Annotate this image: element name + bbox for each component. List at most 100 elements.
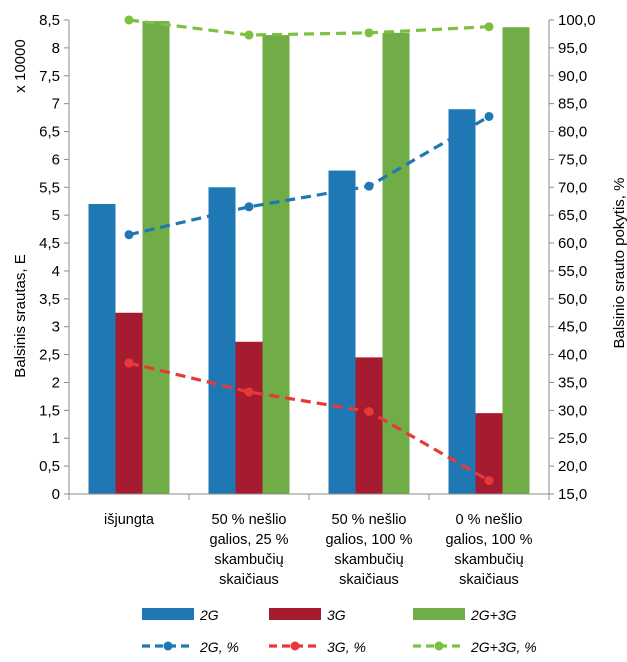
left-tick-label: 8 — [52, 40, 60, 57]
left-tick-label: 1,5 — [39, 402, 60, 419]
line-2g-plus-3g — [128, 18, 490, 37]
legend-label-base: 2G+3G — [470, 639, 517, 655]
category-label: 0 % nešlio galios, 100 % skambučių skaičiau… — [445, 512, 532, 588]
point-3g-2 — [364, 406, 374, 416]
left-tick-label: 3,5 — [39, 291, 60, 308]
right-tick-label: 75,0 — [558, 151, 587, 168]
left-tick-label: 0 — [52, 486, 60, 503]
line-3g — [128, 361, 490, 483]
axes — [68, 20, 550, 500]
left-tick-label: 3 — [52, 319, 60, 336]
bar-2g-2 — [328, 170, 356, 495]
right-tick-label: 65,0 — [558, 207, 587, 224]
legend-swatch — [269, 608, 321, 620]
left-tick-label: 6,5 — [39, 124, 60, 141]
point-2g-0 — [124, 230, 134, 240]
left-tick-label: 4 — [52, 263, 60, 280]
point-2g-1 — [244, 202, 254, 212]
left-tick-label: 0,5 — [39, 458, 60, 475]
right-tick-label: 20,0 — [558, 458, 587, 475]
legend-swatch — [413, 608, 465, 620]
bar-2g-plus-3g-1 — [262, 35, 290, 495]
legend-label: 2G+3G — [470, 607, 517, 623]
bar-3g-0 — [115, 312, 143, 494]
bar-series — [88, 21, 530, 495]
right-tick-label: 45,0 — [558, 319, 587, 336]
legend-swatch-marker — [163, 641, 173, 651]
right-tick-label: 25,0 — [558, 430, 587, 447]
point-3g-0 — [124, 358, 134, 368]
legend-label-base: 2G+3G — [470, 607, 517, 623]
legend-item-1: 3G — [269, 607, 346, 623]
right-tick-label: 100,0 — [558, 12, 596, 29]
bar-2g-3 — [448, 109, 476, 495]
point-2g-plus-3g-0 — [124, 15, 134, 25]
left-axis-title: Balsinis srautas, E — [12, 254, 29, 377]
legend-swatch — [142, 608, 194, 620]
right-tick-label: 30,0 — [558, 402, 587, 419]
category-label-line: galios, 100 % — [445, 532, 532, 548]
left-tick-label: 7 — [52, 96, 60, 113]
legend-label: 2G — [199, 607, 219, 623]
right-tick-label: 95,0 — [558, 40, 587, 57]
point-2g-plus-3g-3 — [484, 22, 494, 32]
category-label-line: galios, 100 % — [325, 532, 412, 548]
right-tick-label: 40,0 — [558, 347, 587, 364]
category-label-line: skambučių — [334, 552, 403, 568]
legend-item-0: 2G — [142, 607, 219, 623]
left-axis-multiplier: x 10000 — [12, 39, 29, 92]
right-tick-label: 70,0 — [558, 179, 587, 196]
left-tick-label: 1 — [52, 430, 60, 447]
bar-2g-plus-3g-2 — [382, 32, 410, 495]
legend-label-base: 2G — [199, 607, 219, 623]
left-tick-label: 4,5 — [39, 235, 60, 252]
legend-label: 3G — [327, 607, 346, 623]
legend-label-base: 3G — [327, 607, 346, 623]
right-tick-label: 60,0 — [558, 235, 587, 252]
point-2g-plus-3g-2 — [364, 28, 374, 38]
legend-swatch-marker — [290, 641, 300, 651]
category-label-line: 50 % nešlio — [212, 512, 287, 528]
legend-label: 3G, % — [327, 639, 366, 655]
legend-label-base: 2G — [199, 639, 219, 655]
point-2g-plus-3g-1 — [244, 30, 254, 40]
category-label: 50 % nešlio galios, 100 % skambučių skaičia… — [325, 512, 412, 588]
bar-2g-0 — [88, 204, 116, 494]
right-tick-label: 80,0 — [558, 124, 587, 141]
legend-item-4: 3G, % — [269, 639, 366, 655]
right-axis-title: Balsinio srauto pokytis, % — [611, 178, 627, 349]
right-tick-label: 90,0 — [558, 68, 587, 85]
category-label: išjungta — [104, 512, 155, 528]
right-tick-label: 15,0 — [558, 486, 587, 503]
category-label-line: skaičiaus — [459, 572, 519, 588]
legend-swatch-marker — [434, 641, 444, 651]
legend-item-5: 2G+3G, % — [413, 639, 537, 655]
category-label: 50 % nešlio galios, 25 % skambučių skaičiau… — [210, 512, 289, 588]
legend-label: 2G+3G, % — [470, 639, 537, 655]
legend-label-suffix: , % — [219, 639, 239, 655]
category-label-line: 50 % nešlio — [332, 512, 407, 528]
bar-3g-2 — [355, 357, 383, 494]
bar-2g-plus-3g-0 — [142, 21, 170, 494]
category-labels: išjungta 50 % nešlio galios, 25 % skambučių… — [104, 512, 533, 588]
left-tick-label: 8,5 — [39, 12, 60, 29]
left-tick-label: 2,5 — [39, 347, 60, 364]
legend-item-3: 2G, % — [142, 639, 239, 655]
left-tick-label: 5,5 — [39, 179, 60, 196]
bar-2g-plus-3g-3 — [502, 27, 530, 494]
line-series — [124, 15, 494, 486]
category-label-line: išjungta — [104, 512, 155, 528]
right-tick-label: 50,0 — [558, 291, 587, 308]
line-2g — [128, 115, 490, 237]
right-tick-label: 55,0 — [558, 263, 587, 280]
category-label-line: 0 % nešlio — [456, 512, 523, 528]
right-axis-ticks: 15,0 20,0 25,0 30,0 35,0 40,0 45,0 50,0 55,0 60,0… — [549, 12, 596, 503]
legend-label-suffix: , % — [517, 639, 537, 655]
right-tick-label: 35,0 — [558, 374, 587, 391]
right-tick-label: 85,0 — [558, 96, 587, 113]
point-2g-2 — [364, 181, 374, 191]
legend-item-2: 2G+3G — [413, 607, 517, 623]
point-2g-3 — [484, 111, 494, 121]
